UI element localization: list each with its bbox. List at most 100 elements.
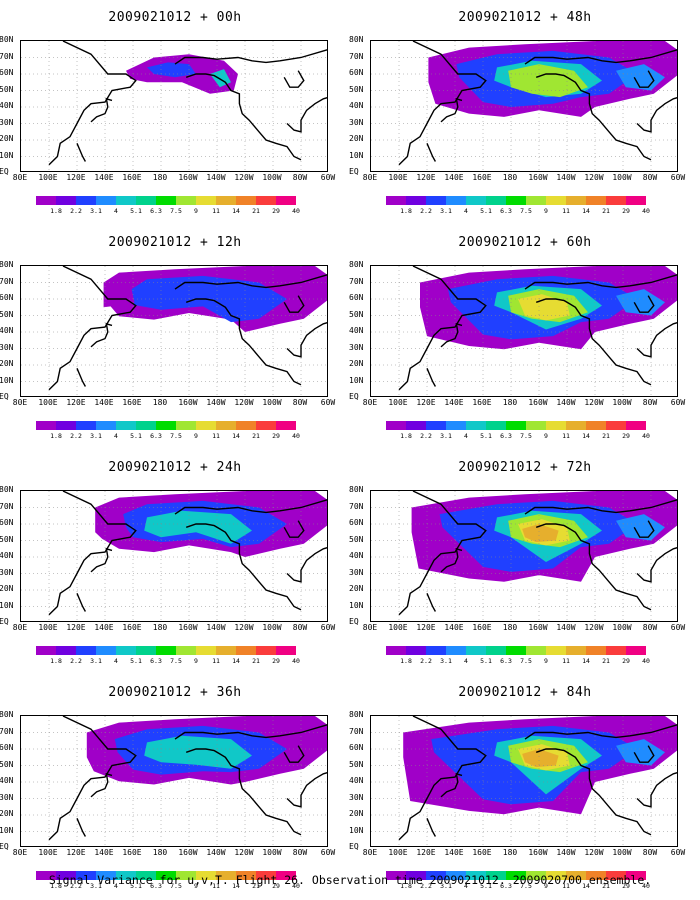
latitude-label: EQ <box>349 167 359 176</box>
latitude-label: 40N <box>0 551 14 560</box>
latitude-label: 50N <box>0 759 14 769</box>
variance-contour <box>522 749 559 768</box>
latitude-label: 80N <box>349 35 364 44</box>
longitude-label: 140W <box>556 398 576 407</box>
map-area <box>20 265 328 397</box>
colorbar <box>36 871 296 880</box>
colorbar-label: 7.5 <box>170 207 182 215</box>
longitude-label: 140W <box>556 623 576 632</box>
map-area <box>370 715 678 847</box>
colorbar-swatch <box>446 871 466 880</box>
colorbar-label: 11 <box>562 207 570 215</box>
colorbar-label: 7.5 <box>520 432 532 440</box>
coastline <box>426 593 437 612</box>
colorbar-swatch <box>176 421 196 430</box>
map-area <box>370 490 678 622</box>
longitude-label: 140W <box>206 398 226 407</box>
map-panel: 2009021012 + 72h 80N 70N 60N 50N 40N 30N 20N 10N… <box>349 450 700 675</box>
colorbar-label: 2.2 <box>70 207 82 215</box>
latitude-label: 60N <box>0 743 14 752</box>
colorbar-swatch <box>256 871 276 880</box>
colorbar-label: 1.8 <box>50 432 62 440</box>
longitude-label: 140W <box>556 848 576 857</box>
latitude-label: 70N <box>349 51 364 61</box>
colorbar-swatch <box>196 421 216 430</box>
latitude-label: 70N <box>0 501 14 511</box>
colorbar-swatch <box>96 871 116 880</box>
colorbar <box>36 646 296 655</box>
colorbar-swatch <box>466 196 486 205</box>
colorbar <box>386 196 646 205</box>
coastline <box>524 499 677 515</box>
colorbar-swatch <box>546 196 566 205</box>
longitude-label: 140W <box>556 173 576 182</box>
latitude-label: 10N <box>349 600 364 610</box>
longitude-label: 140E <box>444 398 464 407</box>
colorbar-label: 4 <box>114 657 118 665</box>
longitude-label: 100W <box>612 848 632 857</box>
colorbar-label: 7.5 <box>170 657 182 665</box>
colorbar-swatch <box>156 646 176 655</box>
longitude-label: 120W <box>234 623 254 632</box>
longitude-label: 140E <box>444 848 464 857</box>
colorbar-label: 29 <box>272 882 280 890</box>
colorbar-swatch <box>236 871 256 880</box>
colorbar-label: 40 <box>642 657 650 665</box>
coastline <box>76 593 87 612</box>
colorbar-label: 11 <box>212 207 220 215</box>
map-panel: 2009021012 + 60h 80N 70N 60N 50N 40N 30N 20N 10N… <box>349 225 700 450</box>
colorbar-swatch <box>526 196 546 205</box>
colorbar-label: 5.1 <box>480 432 492 440</box>
colorbar-swatch <box>176 646 196 655</box>
map-svg <box>21 41 327 171</box>
latitude-label: 40N <box>0 776 14 785</box>
colorbar-swatch <box>386 871 406 880</box>
colorbar-label: 21 <box>252 657 260 665</box>
colorbar-label: 6.3 <box>500 657 512 665</box>
latitude-label: 10N <box>0 375 14 385</box>
colorbar-swatch <box>626 871 646 880</box>
colorbar-label: 2.2 <box>70 432 82 440</box>
longitude-label: 100E <box>388 848 408 857</box>
colorbar-label: 7.5 <box>170 432 182 440</box>
colorbar-swatch <box>406 196 426 205</box>
longitude-label: 80E <box>362 398 378 407</box>
latitude-label: EQ <box>349 392 359 401</box>
latitude-label: 10N <box>0 150 14 160</box>
colorbar-label: 21 <box>602 432 610 440</box>
colorbar-swatch <box>156 196 176 205</box>
colorbar-label: 5.1 <box>130 432 142 440</box>
longitude-label: 80E <box>362 848 378 857</box>
colorbar-swatch <box>586 871 606 880</box>
coastline <box>398 41 487 166</box>
colorbar-swatch <box>56 646 76 655</box>
colorbar <box>386 421 646 430</box>
colorbar-swatch <box>606 421 626 430</box>
colorbar-swatch <box>486 421 506 430</box>
coastline <box>286 771 327 808</box>
latitude-label: 50N <box>0 534 14 544</box>
map-area <box>20 40 328 172</box>
colorbar-swatch <box>96 196 116 205</box>
map-svg <box>371 41 677 171</box>
panel-title: 2009021012 + 24h <box>108 460 242 475</box>
coastline <box>174 499 327 515</box>
colorbar-label: 29 <box>622 207 630 215</box>
map-area <box>370 265 678 397</box>
latitude-label: 20N <box>349 359 364 368</box>
colorbar-label: 14 <box>232 432 240 440</box>
colorbar-label: 11 <box>212 657 220 665</box>
coastline <box>398 716 487 841</box>
map-svg <box>21 266 327 396</box>
panel-title: 2009021012 + 36h <box>108 685 242 700</box>
longitude-label: 160W <box>178 848 198 857</box>
colorbar-label: 2.2 <box>70 882 82 890</box>
colorbar-label: 14 <box>582 207 590 215</box>
longitude-label: 100W <box>612 173 632 182</box>
colorbar-label: 1.8 <box>400 207 412 215</box>
colorbar-swatch <box>566 646 586 655</box>
colorbar-label: 6.3 <box>150 882 162 890</box>
colorbar-label: 11 <box>562 432 570 440</box>
colorbar-label: 7.5 <box>520 882 532 890</box>
latitude-label: 80N <box>349 260 364 269</box>
